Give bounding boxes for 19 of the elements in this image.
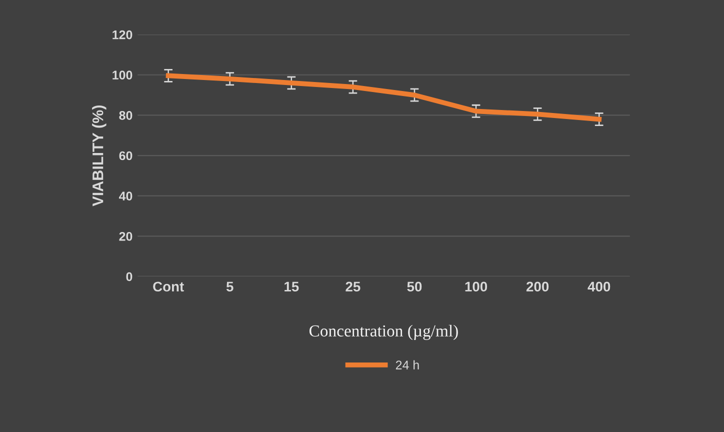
x-tick-label: 400 bbox=[588, 282, 610, 292]
x-tick-label: 25 bbox=[346, 282, 360, 292]
y-axis-title: VIABILITY (%) bbox=[92, 105, 106, 206]
y-tick-label: 100 bbox=[112, 70, 132, 80]
x-axis-title: Concentration (µg/ml) bbox=[309, 324, 458, 340]
legend-label: 24 h bbox=[396, 360, 419, 370]
x-tick-label: 100 bbox=[465, 282, 488, 292]
y-tick-label: 20 bbox=[119, 232, 132, 241]
y-tick-label: 0 bbox=[126, 272, 132, 282]
x-tick-label: Cont bbox=[153, 282, 184, 292]
x-tick-label: 15 bbox=[284, 282, 299, 292]
x-tick-label: 200 bbox=[526, 282, 549, 292]
y-tick-label: 40 bbox=[118, 192, 132, 200]
x-tick-label: 50 bbox=[407, 282, 422, 292]
line-series bbox=[166, 73, 602, 122]
y-tick-label: 60 bbox=[119, 151, 132, 160]
y-tick-label: 80 bbox=[119, 111, 132, 120]
y-tick-label: 120 bbox=[112, 30, 132, 40]
x-tick-label: 5 bbox=[226, 282, 234, 292]
